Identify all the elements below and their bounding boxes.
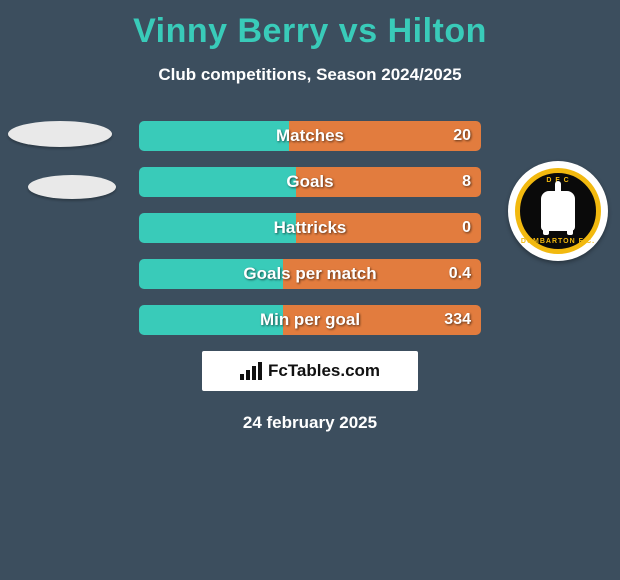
stat-value-right: 0 (462, 219, 471, 237)
stats-area: D F C DUMBARTON F.C. Matches20 Goals8 Hatt… (0, 121, 620, 335)
bars-icon (240, 362, 262, 380)
player2-badge: D F C DUMBARTON F.C. (508, 161, 612, 265)
stat-value-right: 334 (444, 311, 471, 329)
page-title: Vinny Berry vs Hilton (0, 12, 620, 51)
elephant-icon (541, 191, 575, 231)
stat-bar: Hattricks0 (139, 213, 481, 243)
stat-bar: Min per goal334 (139, 305, 481, 335)
stat-bar: Matches20 (139, 121, 481, 151)
crest-text-bot: DUMBARTON F.C. (520, 238, 596, 245)
player2-name: Hilton (388, 12, 487, 50)
footer-date: 24 february 2025 (0, 413, 620, 433)
comparison-bars: Matches20 Goals8 Hattricks0 Goals per match… (139, 121, 481, 335)
site-logo-text: FcTables.com (268, 361, 380, 381)
stat-label: Goals per match (139, 264, 481, 284)
stat-value-right: 0.4 (449, 265, 471, 283)
club-crest-icon: D F C DUMBARTON F.C. (508, 161, 608, 261)
stat-bar: Goals8 (139, 167, 481, 197)
player1-badge (8, 121, 112, 225)
placeholder-ellipse-icon (28, 175, 116, 199)
stat-value-right: 20 (453, 127, 471, 145)
stat-label: Matches (139, 126, 481, 146)
stat-label: Goals (139, 172, 481, 192)
subtitle: Club competitions, Season 2024/2025 (0, 65, 620, 85)
vs-label: vs (339, 12, 378, 50)
stat-value-right: 8 (462, 173, 471, 191)
stat-label: Min per goal (139, 310, 481, 330)
player1-name: Vinny Berry (133, 12, 329, 50)
stat-label: Hattricks (139, 218, 481, 238)
site-logo: FcTables.com (202, 351, 418, 391)
stat-bar: Goals per match0.4 (139, 259, 481, 289)
placeholder-ellipse-icon (8, 121, 112, 147)
